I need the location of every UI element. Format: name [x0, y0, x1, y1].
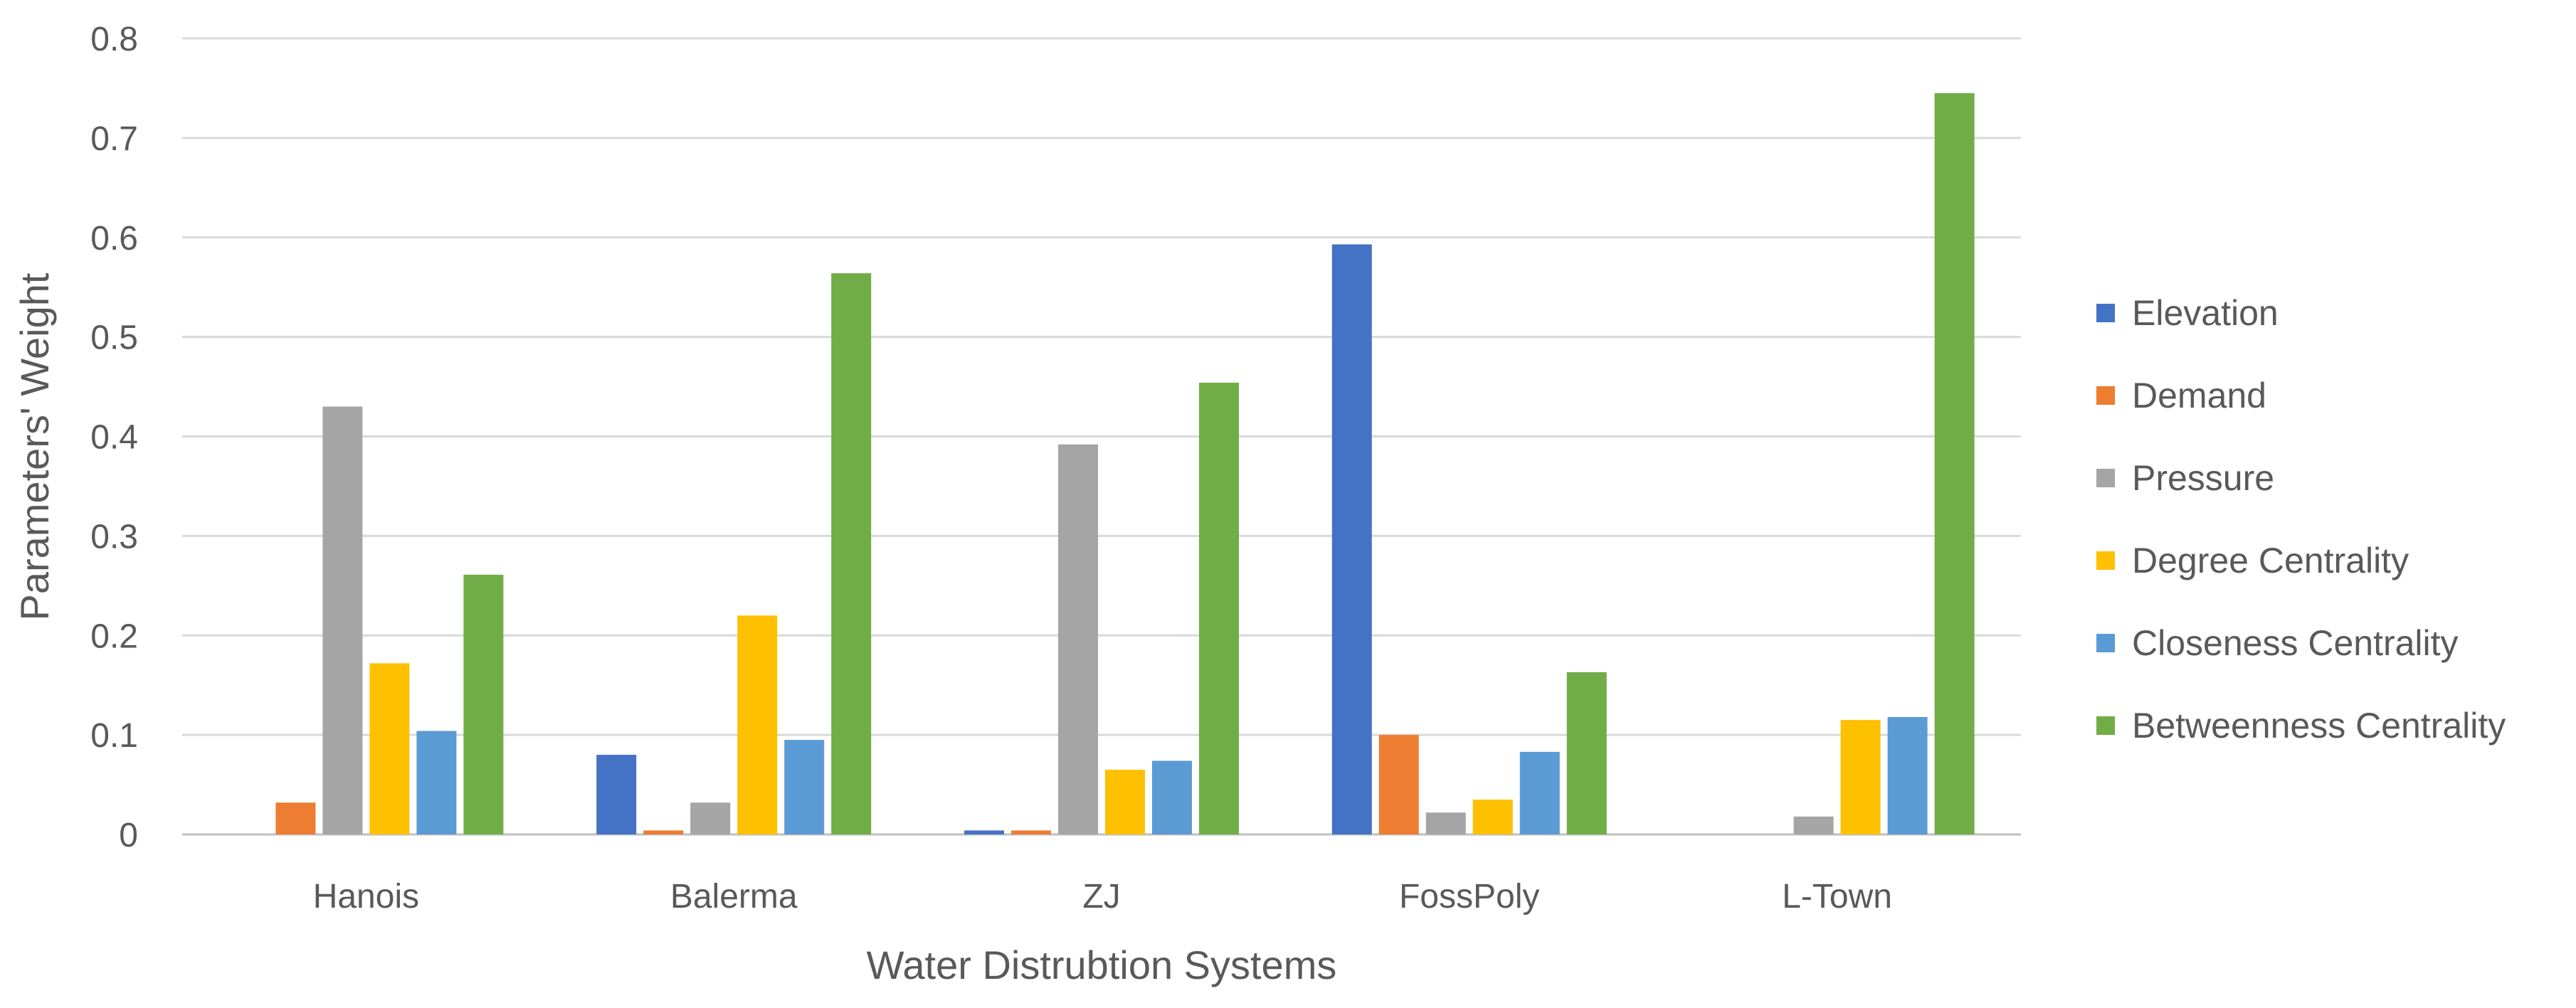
x-tick-label: ZJ [1082, 878, 1120, 916]
y-tick-label: 0.5 [90, 319, 138, 357]
legend-item: Closeness Centrality [2096, 623, 2459, 663]
bar-pressure-l-town [1793, 816, 1834, 834]
bar-pressure-zj [1058, 444, 1098, 834]
bar-degree-centrality-balerma [737, 615, 778, 834]
bar-betweenness-centrality-fosspoly [1566, 672, 1607, 834]
legend-item: Betweenness Centrality [2096, 706, 2506, 746]
x-tick-label: Balerma [670, 878, 798, 916]
bar-pressure-fosspoly [1425, 812, 1466, 834]
legend-swatch [2096, 304, 2115, 322]
y-axis-title: Parameters' Weight [12, 272, 57, 620]
y-tick-label: 0.2 [90, 617, 138, 655]
legend-item: Elevation [2096, 293, 2279, 333]
legend-label: Elevation [2132, 293, 2279, 333]
y-tick-label: 0.1 [90, 717, 138, 755]
bar-degree-centrality-fosspoly [1472, 800, 1513, 834]
y-tick-label: 0.8 [90, 21, 138, 58]
bar-demand-hanois [275, 802, 316, 834]
y-axis-tick-labels: 0 0.1 0.2 0.3 0.4 0.5 0.6 0.7 0.8 [90, 21, 138, 854]
legend-swatch [2096, 634, 2115, 652]
x-tick-label: Hanois [313, 878, 419, 916]
bar-pressure-hanois [322, 406, 363, 834]
legend-swatch [2096, 716, 2115, 735]
bar-betweenness-centrality-hanois [463, 574, 504, 834]
bar-group-fosspoly [1331, 244, 1607, 834]
bar-pressure-balerma [690, 802, 731, 834]
legend: Elevation Demand Pressure Degree Centrality… [2096, 293, 2506, 746]
legend-label: Betweenness Centrality [2132, 706, 2506, 746]
bar-degree-centrality-l-town [1840, 720, 1881, 834]
bar-betweenness-centrality-balerma [831, 273, 872, 835]
x-axis-title: Water Distrubtion Systems [867, 943, 1337, 987]
legend-item: Demand [2096, 376, 2266, 415]
bar-group-l-town [1793, 92, 1975, 834]
bar-elevation-zj [964, 830, 1004, 834]
y-tick-label: 0.7 [90, 120, 138, 158]
legend-label: Pressure [2132, 458, 2274, 498]
legend-swatch [2096, 551, 2115, 570]
bar-elevation-fosspoly [1331, 244, 1372, 834]
legend-label: Degree Centrality [2132, 541, 2409, 580]
bar-betweenness-centrality-l-town [1934, 92, 1975, 834]
bar-group-zj [964, 382, 1239, 834]
bars [275, 92, 1975, 835]
bar-group-balerma [596, 273, 872, 835]
legend-item: Pressure [2096, 458, 2274, 498]
bar-demand-zj [1011, 830, 1051, 834]
bar-closeness-centrality-zj [1152, 760, 1192, 834]
bar-demand-fosspoly [1378, 735, 1419, 834]
legend-item: Degree Centrality [2096, 541, 2409, 580]
bar-closeness-centrality-hanois [416, 731, 457, 834]
bar-closeness-centrality-l-town [1887, 716, 1928, 834]
x-tick-label: L-Town [1782, 878, 1892, 916]
legend-swatch [2096, 469, 2115, 487]
bar-demand-balerma [643, 830, 684, 834]
y-tick-label: 0.3 [90, 518, 138, 556]
bar-elevation-balerma [596, 755, 637, 834]
bar-closeness-centrality-fosspoly [1519, 751, 1560, 834]
bar-degree-centrality-zj [1105, 770, 1145, 834]
y-tick-label: 0.6 [90, 220, 138, 258]
gridlines [182, 37, 2021, 836]
legend-swatch [2096, 386, 2115, 405]
bar-group-hanois [275, 406, 504, 834]
x-tick-label: FossPoly [1399, 878, 1539, 916]
bar-closeness-centrality-balerma [784, 740, 825, 834]
bar-degree-centrality-hanois [369, 663, 410, 834]
legend-label: Demand [2132, 376, 2266, 415]
x-axis-tick-labels: Hanois Balerma ZJ FossPoly L-Town [313, 878, 1892, 916]
bar-betweenness-centrality-zj [1199, 382, 1239, 834]
legend-label: Closeness Centrality [2132, 623, 2459, 663]
y-tick-label: 0 [119, 817, 138, 854]
y-tick-label: 0.4 [90, 419, 138, 457]
